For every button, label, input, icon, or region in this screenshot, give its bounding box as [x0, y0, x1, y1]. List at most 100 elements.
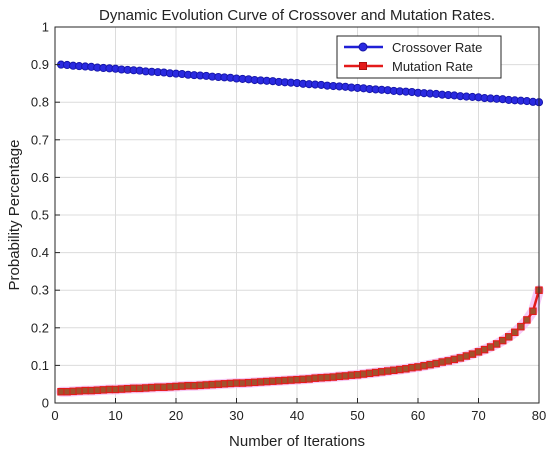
y-tick-label: 0.9 — [31, 57, 49, 72]
mutation-rate-point — [390, 366, 398, 375]
mutation-rate-point — [359, 370, 368, 378]
mutation-rate-point — [287, 376, 295, 384]
mutation-rate-point — [99, 386, 108, 394]
mutation-rate-point — [196, 381, 204, 390]
chart-title: Dynamic Evolution Curve of Crossover and… — [99, 7, 495, 24]
mutation-rate-point — [244, 378, 253, 387]
mutation-rate-point — [414, 363, 422, 371]
y-axis-title: Probability Percentage — [6, 140, 23, 291]
mutation-rate-point — [226, 379, 235, 388]
mutation-rate-point — [81, 386, 90, 395]
mutation-rate-point — [148, 383, 156, 392]
mutation-rate-point — [523, 316, 531, 324]
mutation-rate-point — [129, 384, 138, 393]
mutation-rate-point — [111, 385, 120, 394]
mutation-rate-point — [190, 381, 198, 390]
y-tick-label: 0.6 — [31, 170, 49, 185]
x-axis-title: Number of Iterations — [229, 433, 365, 450]
mutation-rate-point — [353, 371, 362, 379]
mutation-rate-point — [232, 379, 241, 387]
mutation-rate-point — [456, 354, 465, 362]
x-tick-label: 40 — [290, 408, 304, 423]
mutation-rate-point — [335, 372, 344, 381]
y-tick-label: 0.4 — [31, 245, 49, 260]
mutation-rate-point — [444, 357, 452, 365]
mutation-rate-point — [377, 368, 386, 376]
mutation-rate-point — [275, 377, 283, 385]
mutation-rate-series — [56, 285, 544, 397]
mutation-rate-point — [383, 367, 392, 375]
y-tick-label: 0.7 — [31, 132, 49, 147]
mutation-rate-point — [408, 363, 416, 372]
mutation-rate-point — [329, 373, 338, 381]
mutation-rate-point — [202, 381, 211, 389]
mutation-rate-point — [462, 352, 471, 360]
mutation-rate-point — [299, 375, 307, 384]
x-tick-label: 30 — [229, 408, 243, 423]
mutation-rate-point — [468, 350, 477, 358]
mutation-rate-point — [486, 343, 495, 351]
mutation-rate-point — [93, 386, 102, 394]
mutation-rate-point — [311, 374, 319, 382]
y-tick-label: 0 — [42, 396, 49, 411]
mutation-rate-point — [323, 373, 331, 382]
y-tick-label: 0.1 — [31, 358, 49, 373]
crossover-rate-series — [57, 60, 544, 107]
y-tick-label: 0.2 — [31, 320, 49, 335]
mutation-rate-point — [474, 348, 483, 356]
mutation-rate-point — [214, 380, 223, 388]
mutation-rate-point — [256, 378, 265, 386]
mutation-rate-point — [426, 360, 434, 369]
x-tick-label: 50 — [350, 408, 364, 423]
axis-ticks: 0 10 20 30 40 50 60 70 80 0 0.1 0.2 0.3 0.4 0.5 0.6 0.7 0… — [31, 20, 546, 424]
x-tick-label: 20 — [169, 408, 183, 423]
mutation-rate-point — [238, 379, 247, 387]
mutation-rate-point — [517, 322, 525, 331]
mutation-rate-point — [365, 369, 374, 378]
mutation-rate-point — [480, 345, 489, 354]
y-tick-label: 0.3 — [31, 283, 49, 298]
mutation-rate-point — [317, 374, 325, 382]
mutation-rate-point — [420, 362, 428, 370]
mutation-rate-point — [529, 307, 537, 316]
mutation-rate-point — [396, 365, 404, 374]
x-tick-label: 10 — [108, 408, 122, 423]
legend-marker-mutation — [359, 62, 367, 70]
mutation-rate-point — [105, 385, 114, 394]
mutation-rate-point — [305, 375, 313, 383]
mutation-rate-point — [57, 387, 65, 396]
mutation-rate-point — [432, 359, 440, 368]
y-tick-label: 1 — [42, 20, 49, 35]
mutation-rate-point — [208, 380, 217, 389]
mutation-rate-point — [269, 377, 277, 385]
mutation-rate-point — [166, 383, 174, 391]
mutation-rate-point — [402, 365, 410, 373]
mutation-rate-point — [498, 336, 507, 345]
mutation-rate-point — [87, 386, 96, 395]
y-tick-label: 0.8 — [31, 95, 49, 110]
mutation-rate-point — [142, 384, 150, 392]
mutation-rate-point — [450, 355, 459, 364]
mutation-rate-point — [220, 380, 229, 388]
legend-label-crossover: Crossover Rate — [392, 40, 482, 55]
x-tick-label: 70 — [471, 408, 485, 423]
mutation-rate-point — [117, 385, 126, 393]
mutation-rate-point — [438, 358, 446, 366]
mutation-rate-point — [178, 382, 186, 390]
legend-marker-crossover — [358, 42, 368, 52]
mutation-rate-point — [63, 387, 71, 396]
mutation-rate-point — [281, 376, 289, 385]
y-tick-label: 0.5 — [31, 208, 49, 223]
mutation-rate-point — [154, 383, 162, 391]
legend-label-mutation: Mutation Rate — [392, 59, 473, 74]
mutation-rate-point — [172, 382, 180, 391]
mutation-rate-point — [135, 384, 144, 393]
mutation-rate-point — [123, 384, 132, 393]
mutation-rate-point — [504, 333, 513, 341]
mutation-rate-point — [250, 378, 259, 387]
mutation-rate-point — [341, 372, 350, 380]
mutation-rate-point — [347, 371, 356, 379]
legend: Crossover Rate Mutation Rate — [336, 35, 502, 79]
mutation-rate-point — [160, 383, 168, 391]
